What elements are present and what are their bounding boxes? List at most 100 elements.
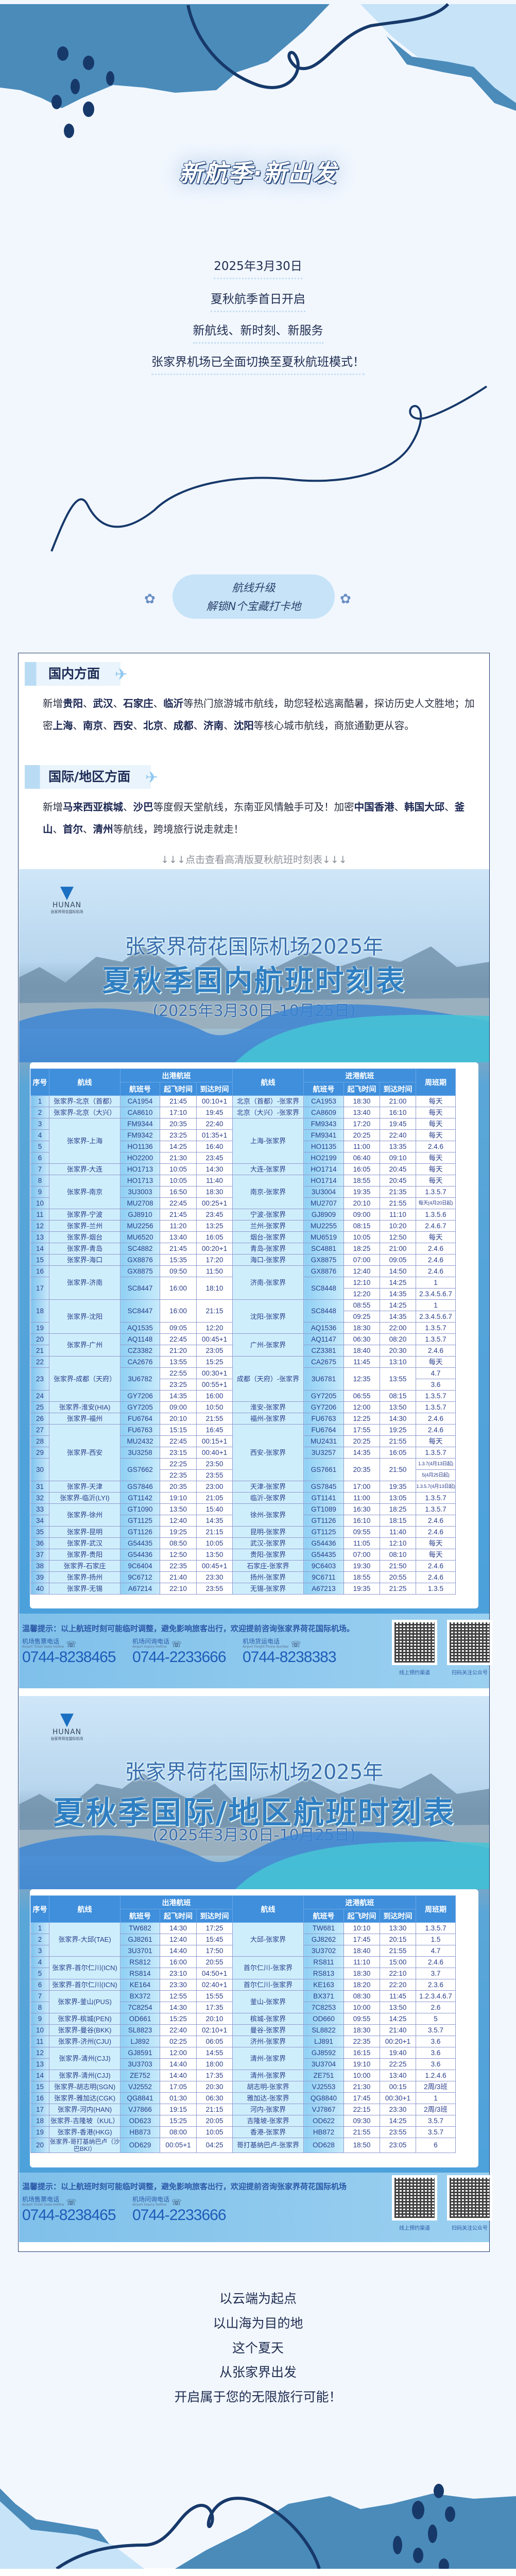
header-arr-time: 到达时间 <box>380 1082 416 1096</box>
inbound-flight-number: MU6519 <box>303 1231 344 1243</box>
hotline[interactable]: 机场货运电话 Airport Freight Phone Number ☏ 0744-… <box>243 1638 346 1666</box>
international-schedule-poster[interactable]: ▼ HUNAN 张家界荷花国际机场 张家界荷花国际机场2025年 夏秋季国际/地区航班时… <box>19 1696 492 2242</box>
outbound-flight-number: 3U3003 <box>120 1186 160 1198</box>
table-row: 11 张家界-济州(CJU) LJ892 02:25 06:05 济州-张家界 LJ891 2… <box>30 2036 456 2047</box>
outbound-arrival-time: 01:35+1 <box>196 1129 233 1141</box>
inbound-arrival-time: 10:20 <box>380 1220 416 1232</box>
inbound-route: 清州-张家界 <box>232 2047 304 2070</box>
phone-icon: ☏ <box>66 1639 77 1649</box>
inbound-departure-time: 06:40 <box>343 1152 380 1164</box>
inbound-departure-time: 18:50 <box>343 2138 380 2153</box>
inbound-flight-number: SC8448 <box>303 1299 344 1323</box>
hotline[interactable]: 机场售票电话 Airport Ticket Sales Hotline ☏ 0744-… <box>22 2196 125 2224</box>
wechat-qr-code[interactable] <box>447 1620 492 1665</box>
outbound-departure-time: 21:40 <box>160 1571 197 1583</box>
row-number: 30 <box>30 1458 49 1481</box>
text-segment: 、 <box>153 698 164 709</box>
inbound-route: 兰州-张家界 <box>232 1220 304 1232</box>
intro-line: 夏秋航季首日开启 <box>0 289 516 312</box>
inbound-departure-time: 16:15 <box>343 2047 380 2059</box>
outbound-route: 张家界-河内(HAN) <box>49 2104 121 2115</box>
outbound-flight-number: VJ7866 <box>120 2104 160 2115</box>
inbound-route: 西安-张家界 <box>232 1424 304 1481</box>
inbound-arrival-time: 20:45 <box>380 1175 416 1187</box>
inbound-route: 北京（大兴）-张家界 <box>232 1107 304 1118</box>
view-hd-schedule-link[interactable]: ↓↓↓点击查看高清版夏秋航班时刻表↓↓↓ <box>161 854 347 866</box>
wechat-qr-code[interactable] <box>447 2175 492 2221</box>
weekly-schedule: 2.6 <box>416 2002 456 2013</box>
inbound-arrival-time: 08:20 <box>380 1333 416 1345</box>
outbound-departure-time: 15:25 <box>160 2013 197 2025</box>
inbound-arrival-time: 21:25 <box>380 1583 416 1595</box>
outbound-departure-time: 12:55 <box>160 1990 197 2002</box>
row-number: 36 <box>30 1537 49 1549</box>
inbound-flight-number: 7C8253 <box>303 2002 344 2013</box>
table-row: 4 FM9342 23:25 01:35+1 FM9341 20:25 22:40 每天 <box>30 1129 456 1141</box>
outbound-arrival-time: 15:25 <box>196 1356 233 1368</box>
outbound-flight-number: HB873 <box>120 2126 160 2138</box>
weekly-schedule: 2.4.6 <box>416 1526 456 1538</box>
booking-qr-code[interactable] <box>392 1620 437 1665</box>
inbound-departure-time: 18:30 <box>343 1322 380 1334</box>
table-row: 9 3U3003 16:50 18:30 3U3004 19:35 21:35 1.3.5.7 <box>30 1186 456 1198</box>
outbound-flight-number: SC8447 <box>120 1277 160 1300</box>
booking-qr-code[interactable] <box>392 2175 437 2221</box>
row-number: 34 <box>30 1515 49 1527</box>
outbound-departure-time: 10:05 <box>160 1163 197 1175</box>
outro-line: 这个夏天 <box>232 2341 284 2355</box>
inbound-route: 釜山-张家界 <box>232 1990 304 2013</box>
inbound-route: 徐州-张家界 <box>232 1503 304 1527</box>
qr-label: 线上预约渠道 <box>399 2226 430 2231</box>
weekly-schedule: 每天 <box>416 1129 456 1141</box>
outbound-flight-number: G54435 <box>120 1537 160 1549</box>
outbound-arrival-time: 23:30 <box>196 1571 233 1583</box>
inbound-departure-time: 17:20 <box>343 1118 380 1130</box>
weekly-schedule: 每天 <box>416 1549 456 1561</box>
text-segment: 新增 <box>43 801 63 813</box>
table-row: 38 张家界-石家庄 9C6404 22:35 00:45+1 石家庄-张家界 9C6403… <box>30 1560 456 1572</box>
outbound-departure-time: 09:05 <box>160 1322 197 1334</box>
table-row: 14 张家界-清州(CJJ) ZE752 14:40 17:35 清州-张家界 ZE751 1… <box>30 2070 456 2081</box>
outbound-flight-number: GJ8261 <box>120 1934 160 1945</box>
row-number: 4 <box>30 1129 49 1141</box>
intro-line: 张家界机场已全面切换至夏秋航班模式！ <box>0 352 516 375</box>
inbound-arrival-time: 13:50 <box>380 1401 416 1413</box>
outbound-departure-time: 16:50 <box>160 1186 197 1198</box>
text-segment: 、 <box>133 720 144 732</box>
inbound-flight-number: GY7205 <box>303 1390 344 1402</box>
phone-icon: ☏ <box>290 1639 301 1649</box>
row-number: 6 <box>30 1979 49 1991</box>
hotline[interactable]: 机场问询电话 Airport Inquiry Hotline ☏ 0744-22336… <box>132 1638 235 1666</box>
weekly-schedule: 1.3.5 <box>416 1583 456 1595</box>
outbound-flight-number: HO1713 <box>120 1163 160 1175</box>
inbound-arrival-time: 14:25 <box>380 2013 416 2025</box>
text-segment: 、 <box>223 720 234 732</box>
table-row: 6 张家界-首尔仁川(ICN) KE164 23:30 02:40+1 首尔仁川-张家界 K… <box>30 1979 456 1991</box>
hotline-label-en: Airport Inquiry Hotline <box>132 2203 167 2207</box>
qr-pattern <box>450 1622 490 1663</box>
domestic-schedule-poster[interactable]: ▼ HUNAN 张家界荷花国际机场 张家界荷花国际机场2025年 夏秋季国内航班时刻表(… <box>19 869 492 1688</box>
weekly-schedule: 1.3.5.7(4月13日起) <box>416 1481 456 1493</box>
outbound-route: 张家界-西安 <box>49 1424 121 1481</box>
weekly-schedule: 2周/3班 <box>416 2104 456 2115</box>
inbound-flight-number: CA2675 <box>303 1356 344 1368</box>
inbound-flight-number: GT1141 <box>303 1492 344 1504</box>
inbound-route: 南京-张家界 <box>232 1175 304 1209</box>
inbound-flight-number: GX8876 <box>303 1265 344 1277</box>
table-row: 28 MU2432 22:45 00:15+1 MU2431 20:25 21:55 每天 <box>30 1435 456 1447</box>
outbound-departure-time: 23:10 <box>160 1968 197 1979</box>
inbound-flight-number: OD628 <box>303 2138 344 2153</box>
highlighted-city: 石家庄 <box>123 698 153 709</box>
outbound-departure-time: 21:45 <box>160 1209 197 1221</box>
hotline[interactable]: 机场问询电话 Airport Inquiry Hotline ☏ 0744-22336… <box>132 2196 235 2224</box>
weekly-schedule: 2.4.6 <box>416 1141 456 1153</box>
row-number: 14 <box>30 1243 49 1255</box>
outbound-route: 张家界-淮安(HIA) <box>49 1401 121 1413</box>
hotline[interactable]: 机场售票电话 Airport Ticket Sales Hotline ☏ 0744-… <box>22 1638 125 1666</box>
outbound-departure-time: 08:50 <box>160 1537 197 1549</box>
outbound-arrival-time: 13:25 <box>196 1220 233 1232</box>
outbound-departure-time: 12:40 <box>160 1934 197 1945</box>
inbound-departure-time: 22:15 <box>343 2104 380 2115</box>
inbound-departure-time: 12:10 <box>343 1277 380 1289</box>
inbound-arrival-time: 20:15 <box>380 1934 416 1945</box>
